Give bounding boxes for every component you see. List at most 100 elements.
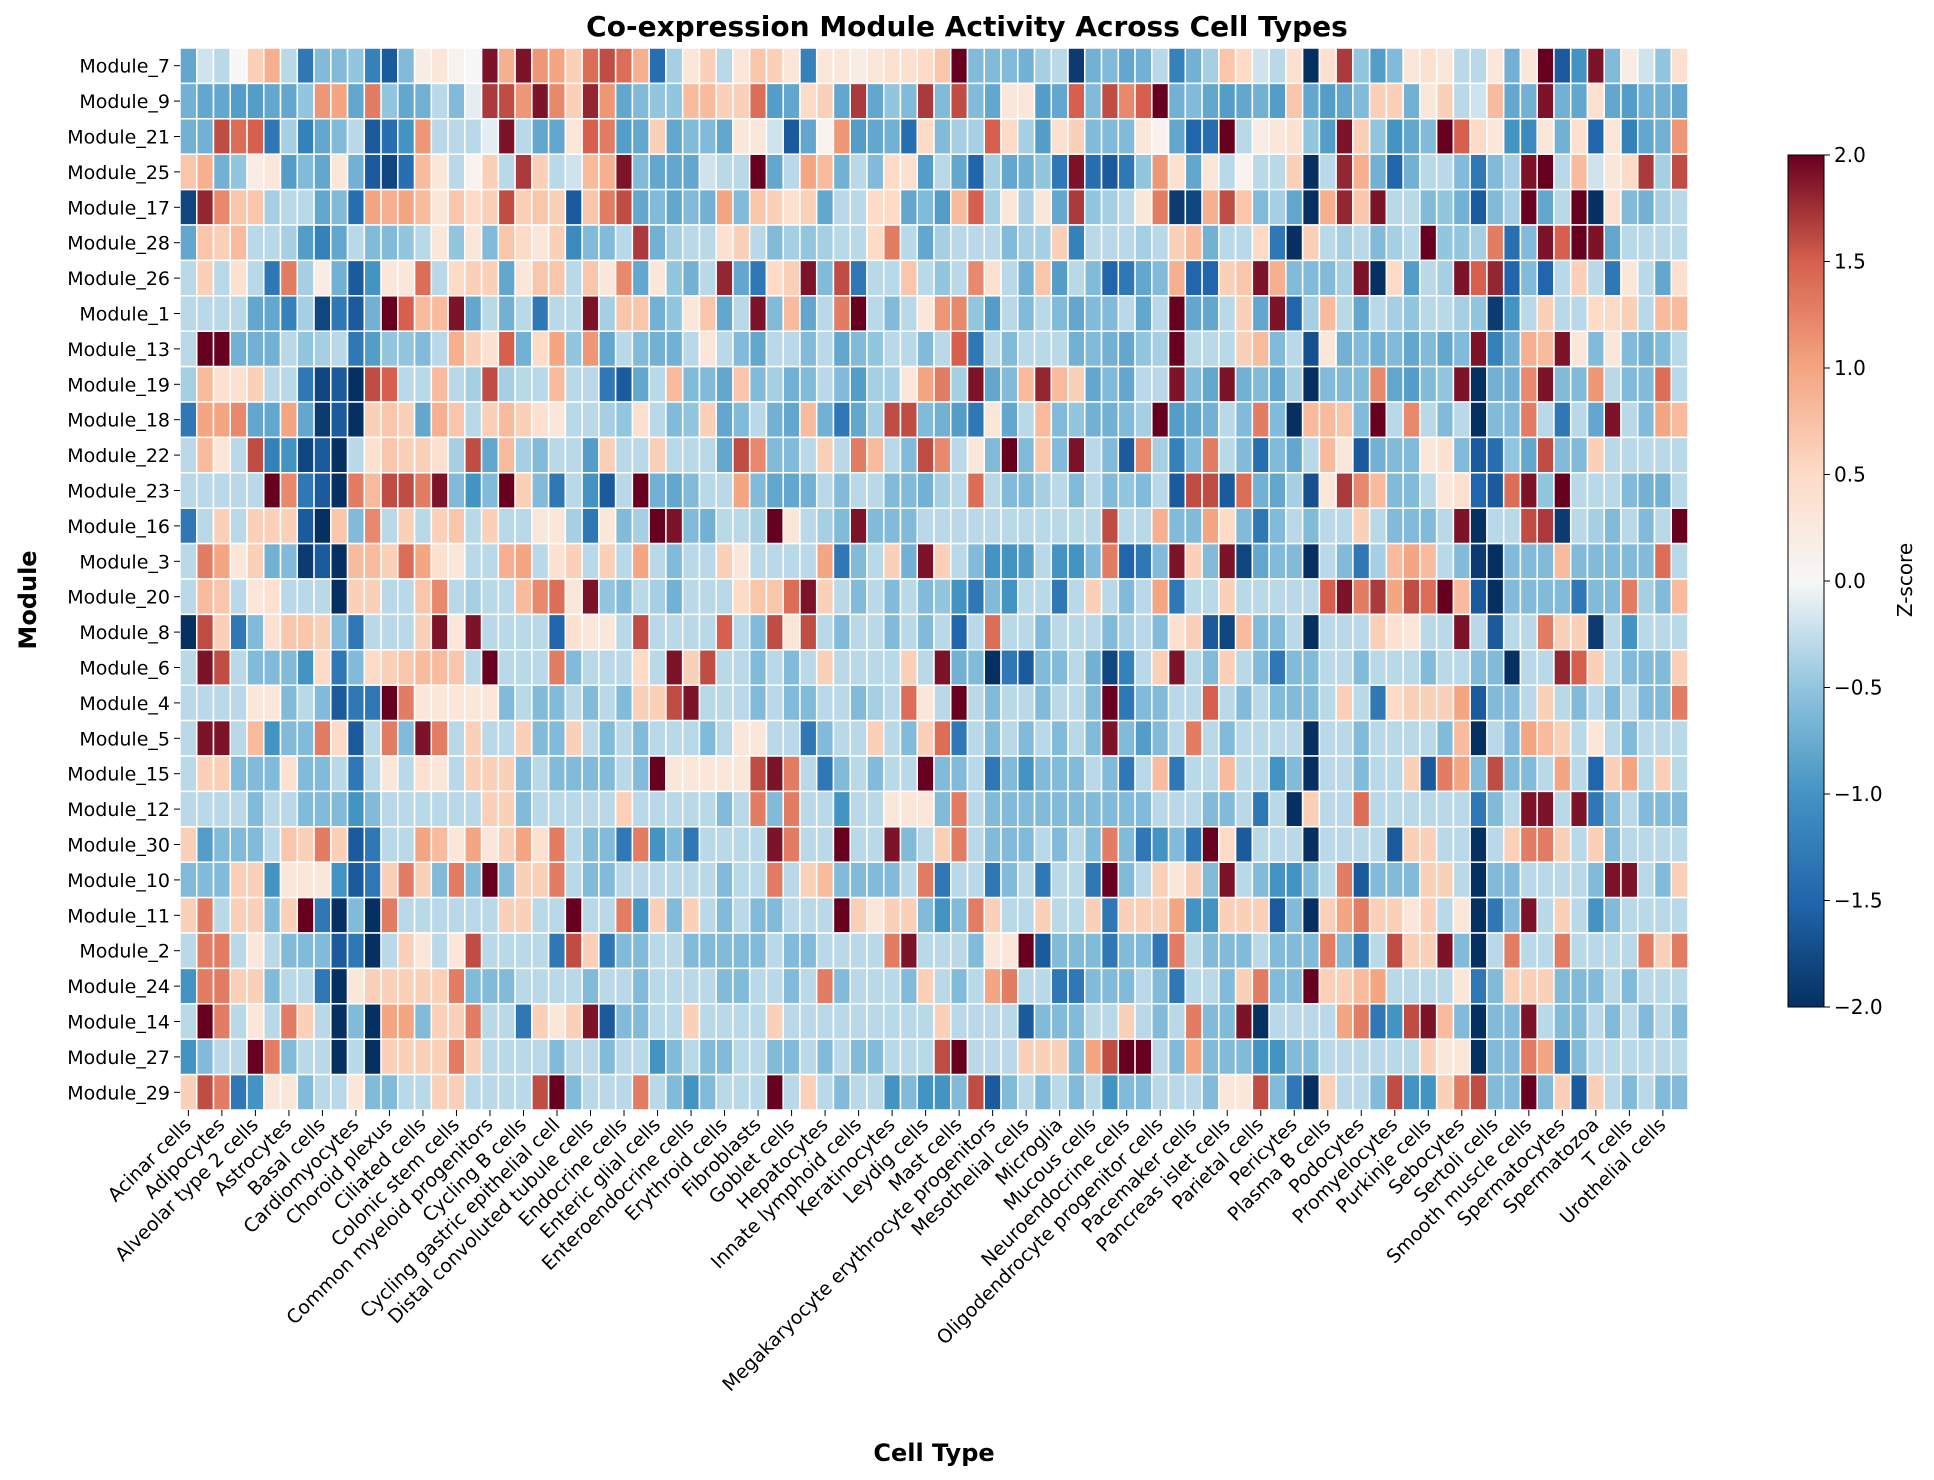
heatmap-cell: [1117, 82, 1136, 120]
heatmap-cell: [1184, 188, 1203, 226]
heatmap-cell: [1435, 436, 1455, 474]
heatmap-cell: [547, 118, 567, 155]
heatmap-cell: [1167, 259, 1187, 297]
heatmap-cell: [715, 118, 734, 155]
heatmap-cell: [732, 224, 751, 262]
heatmap-cell: [1117, 507, 1136, 545]
heatmap-cell: [464, 790, 483, 828]
heatmap-cell: [497, 472, 516, 509]
heatmap-cell: [1033, 224, 1053, 262]
heatmap-cell: [1318, 188, 1337, 226]
heatmap-cell: [1151, 47, 1170, 85]
heatmap-cell: [849, 1073, 868, 1111]
heatmap-cell: [1318, 224, 1337, 262]
heatmap-cell: [614, 755, 634, 793]
heatmap-cell: [296, 967, 315, 1005]
heatmap-cell: [1117, 861, 1136, 899]
heatmap-cell: [882, 436, 902, 474]
heatmap-cell: [1218, 401, 1237, 439]
heatmap-cell: [480, 613, 500, 651]
heatmap-cell: [430, 295, 449, 332]
heatmap-cell: [497, 649, 516, 686]
heatmap-cell: [1084, 330, 1103, 368]
heatmap-cell: [480, 896, 500, 934]
heatmap-cell: [1017, 224, 1036, 262]
heatmap-cell: [179, 578, 198, 616]
heatmap-cell: [179, 932, 198, 970]
heatmap-cell: [212, 1003, 232, 1040]
heatmap-cell: [681, 365, 701, 403]
heatmap-cell: [849, 153, 868, 191]
heatmap-cell: [263, 224, 282, 262]
heatmap-cell: [1167, 118, 1187, 155]
heatmap-cell: [1100, 1038, 1120, 1076]
heatmap-cell: [1385, 82, 1404, 120]
heatmap-cell: [1536, 118, 1555, 155]
heatmap-cell: [514, 1038, 533, 1076]
heatmap-cell: [1151, 118, 1170, 155]
heatmap-cell: [1385, 790, 1404, 828]
heatmap-cell: [899, 365, 918, 403]
heatmap-cell: [1620, 967, 1639, 1005]
heatmap-cell: [581, 719, 600, 757]
heatmap-cell: [1017, 1073, 1036, 1111]
heatmap-cell: [1586, 330, 1605, 368]
heatmap-cell: [1050, 1073, 1069, 1111]
heatmap-cell: [1419, 719, 1438, 757]
heatmap-cell: [547, 719, 567, 757]
heatmap-cell: [279, 82, 299, 120]
heatmap-cell: [1117, 719, 1136, 757]
heatmap-cell: [732, 259, 751, 297]
heatmap-cell: [732, 719, 751, 757]
heatmap-cell: [1134, 719, 1153, 757]
heatmap-cell: [363, 365, 382, 403]
heatmap-cell: [1268, 826, 1287, 863]
heatmap-cell: [1352, 755, 1371, 793]
heatmap-cell: [1536, 507, 1555, 545]
heatmap-cell: [514, 188, 533, 226]
heatmap-cell: [1419, 259, 1438, 297]
heatmap-cell: [1201, 436, 1220, 474]
heatmap-cell: [1335, 613, 1354, 651]
heatmap-cell: [480, 932, 500, 970]
heatmap-cell: [363, 118, 382, 155]
heatmap-cell: [966, 472, 986, 509]
heatmap-cell: [815, 47, 835, 85]
heatmap-cell: [1586, 790, 1605, 828]
heatmap-cell: [246, 826, 265, 863]
heatmap-cell: [799, 578, 818, 616]
heatmap-cell: [715, 259, 734, 297]
heatmap-cell: [179, 224, 198, 262]
heatmap-cell: [1569, 365, 1589, 403]
heatmap-cell: [229, 578, 248, 616]
heatmap-cell: [1117, 684, 1136, 722]
heatmap-cell: [748, 259, 768, 297]
heatmap-cell: [497, 295, 516, 332]
heatmap-cell: [899, 330, 918, 368]
heatmap-cell: [1318, 259, 1337, 297]
heatmap-cell: [1234, 472, 1254, 509]
heatmap-cell: [748, 295, 768, 332]
heatmap-cell: [1486, 719, 1505, 757]
heatmap-cell: [1486, 755, 1505, 793]
heatmap-cell: [765, 932, 784, 970]
heatmap-cell: [179, 861, 198, 899]
heatmap-cell: [397, 755, 416, 793]
heatmap-cell: [1553, 259, 1572, 297]
heatmap-cell: [1117, 649, 1136, 686]
y-tick-label: Module_1: [79, 304, 170, 326]
heatmap-cell: [1586, 82, 1605, 120]
heatmap-cell: [1050, 542, 1069, 580]
heatmap-cell: [1067, 1073, 1086, 1111]
heatmap-cell: [849, 47, 868, 85]
heatmap-cell: [229, 472, 248, 509]
heatmap-cell: [1636, 719, 1656, 757]
heatmap-cell: [1033, 755, 1053, 793]
heatmap-cell: [950, 401, 969, 439]
heatmap-cell: [380, 1003, 399, 1040]
heatmap-cell: [263, 613, 282, 651]
heatmap-cell: [1201, 719, 1220, 757]
heatmap-cell: [648, 507, 667, 545]
heatmap-cell: [1553, 472, 1572, 509]
